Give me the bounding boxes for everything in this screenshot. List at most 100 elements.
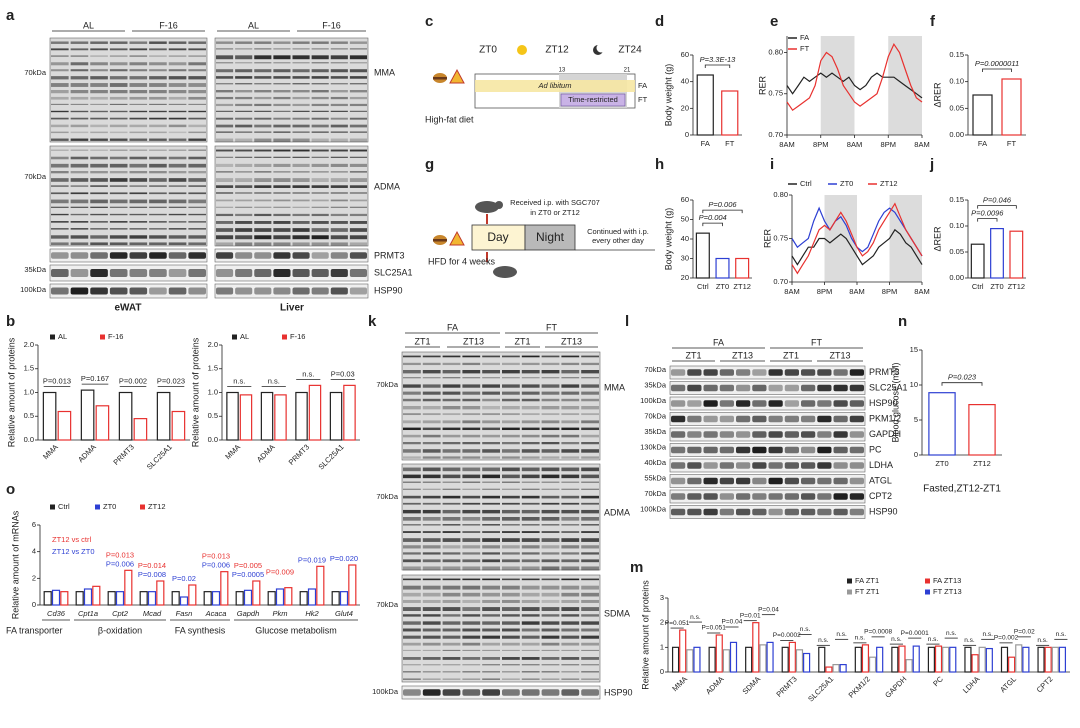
band [70, 192, 89, 195]
band [541, 538, 560, 542]
band [168, 48, 187, 51]
band [70, 185, 89, 187]
band [273, 149, 291, 152]
band [703, 415, 718, 423]
band [70, 242, 89, 246]
bar [147, 591, 157, 606]
band [521, 578, 540, 581]
y-tick-label: 6 [32, 520, 36, 529]
band [149, 228, 167, 230]
band [168, 138, 187, 141]
bar [964, 646, 972, 673]
band [422, 585, 441, 590]
band [422, 420, 441, 424]
band [254, 83, 272, 85]
band [502, 538, 520, 542]
band [129, 76, 148, 80]
x-tick-label: Pkm [273, 609, 288, 618]
band [502, 552, 520, 555]
band [422, 635, 441, 639]
band [235, 242, 253, 246]
bar [781, 646, 789, 673]
annotation: P=0.013 [202, 552, 230, 561]
band [719, 446, 734, 454]
y-tick-label: 20 [681, 273, 689, 282]
panel-letter: a [6, 7, 15, 24]
band [482, 614, 500, 617]
x-tick-label: ZT12 [1008, 282, 1026, 291]
x-tick-label: ZT0 [990, 282, 1003, 291]
band [482, 442, 500, 445]
band [349, 83, 367, 85]
night-box [524, 224, 576, 251]
legend-swatch [925, 578, 930, 584]
bar [934, 645, 943, 673]
band [462, 592, 481, 597]
bar [339, 591, 349, 606]
band [482, 434, 500, 438]
bar [226, 391, 239, 441]
y-tick-label: 40 [681, 77, 689, 86]
y-tick-label: 0.10 [949, 77, 964, 86]
bar [928, 392, 956, 456]
band [719, 508, 734, 516]
band [403, 449, 421, 453]
kda-marker: 35kDa [644, 427, 667, 436]
bar [1008, 656, 1016, 673]
kda-marker: 100kDa [20, 285, 47, 294]
band [422, 649, 441, 651]
band [561, 592, 580, 597]
band [235, 178, 253, 182]
band [442, 607, 461, 612]
band [235, 55, 253, 60]
annotation: P=0.002 [119, 376, 147, 385]
band [70, 124, 89, 128]
band [149, 206, 167, 208]
band [541, 370, 560, 374]
band [422, 442, 441, 445]
band [235, 83, 253, 85]
band [349, 156, 367, 158]
band [273, 41, 291, 44]
band [482, 559, 500, 563]
band [90, 83, 108, 87]
band [521, 420, 540, 424]
band [482, 517, 500, 521]
band [90, 178, 108, 182]
band [403, 538, 421, 542]
band [273, 124, 291, 128]
band [188, 178, 206, 182]
x-tick-label: Glut4 [335, 609, 353, 618]
band [129, 62, 148, 66]
band [70, 96, 89, 100]
y-axis-label: Body weight (g) [663, 64, 673, 127]
band [188, 269, 206, 277]
annotation: n.s. [836, 631, 847, 638]
protein-label: PRMT3 [869, 367, 900, 377]
blot-row [49, 283, 208, 299]
band [521, 442, 540, 445]
band [833, 384, 848, 392]
band [482, 456, 500, 459]
bar [708, 646, 716, 673]
band [462, 495, 481, 499]
band [541, 384, 560, 388]
band [188, 124, 206, 128]
bar [788, 641, 796, 673]
band [462, 649, 481, 651]
band [581, 657, 599, 660]
band [90, 124, 108, 128]
band [216, 41, 234, 44]
band [70, 62, 89, 66]
band [703, 493, 718, 500]
band [833, 446, 848, 454]
band [581, 517, 599, 521]
band [70, 83, 89, 87]
band [188, 192, 206, 195]
band [422, 678, 441, 680]
band [330, 287, 348, 295]
band [442, 355, 461, 358]
band [801, 431, 816, 438]
band [168, 185, 187, 187]
y-tick-label: 4 [32, 547, 36, 556]
